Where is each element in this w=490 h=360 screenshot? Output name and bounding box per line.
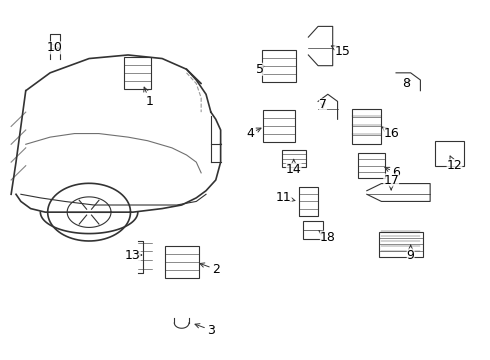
Text: 16: 16: [382, 127, 399, 140]
Bar: [303, 221, 323, 239]
Bar: [263, 111, 295, 143]
Bar: [358, 153, 385, 178]
Bar: [124, 57, 151, 89]
Bar: [282, 150, 306, 167]
Text: 7: 7: [319, 99, 327, 112]
Text: 10: 10: [47, 41, 63, 54]
Text: 17: 17: [383, 174, 399, 190]
Text: 4: 4: [246, 127, 261, 140]
Text: 8: 8: [402, 77, 410, 90]
Text: 1: 1: [144, 87, 154, 108]
Text: 9: 9: [407, 245, 415, 261]
Text: 6: 6: [385, 166, 400, 179]
Text: 5: 5: [256, 63, 264, 76]
Bar: [298, 187, 318, 216]
Text: 15: 15: [331, 45, 350, 58]
Text: 11: 11: [276, 192, 295, 204]
Bar: [352, 109, 381, 144]
Bar: [435, 141, 464, 166]
Text: 12: 12: [446, 156, 463, 172]
Text: 13: 13: [125, 248, 142, 261]
Bar: [379, 232, 423, 257]
Text: 14: 14: [286, 159, 302, 176]
Text: 18: 18: [319, 231, 336, 244]
Bar: [262, 50, 296, 82]
Text: 3: 3: [195, 324, 215, 337]
Text: 2: 2: [200, 263, 220, 276]
Bar: [165, 246, 199, 278]
